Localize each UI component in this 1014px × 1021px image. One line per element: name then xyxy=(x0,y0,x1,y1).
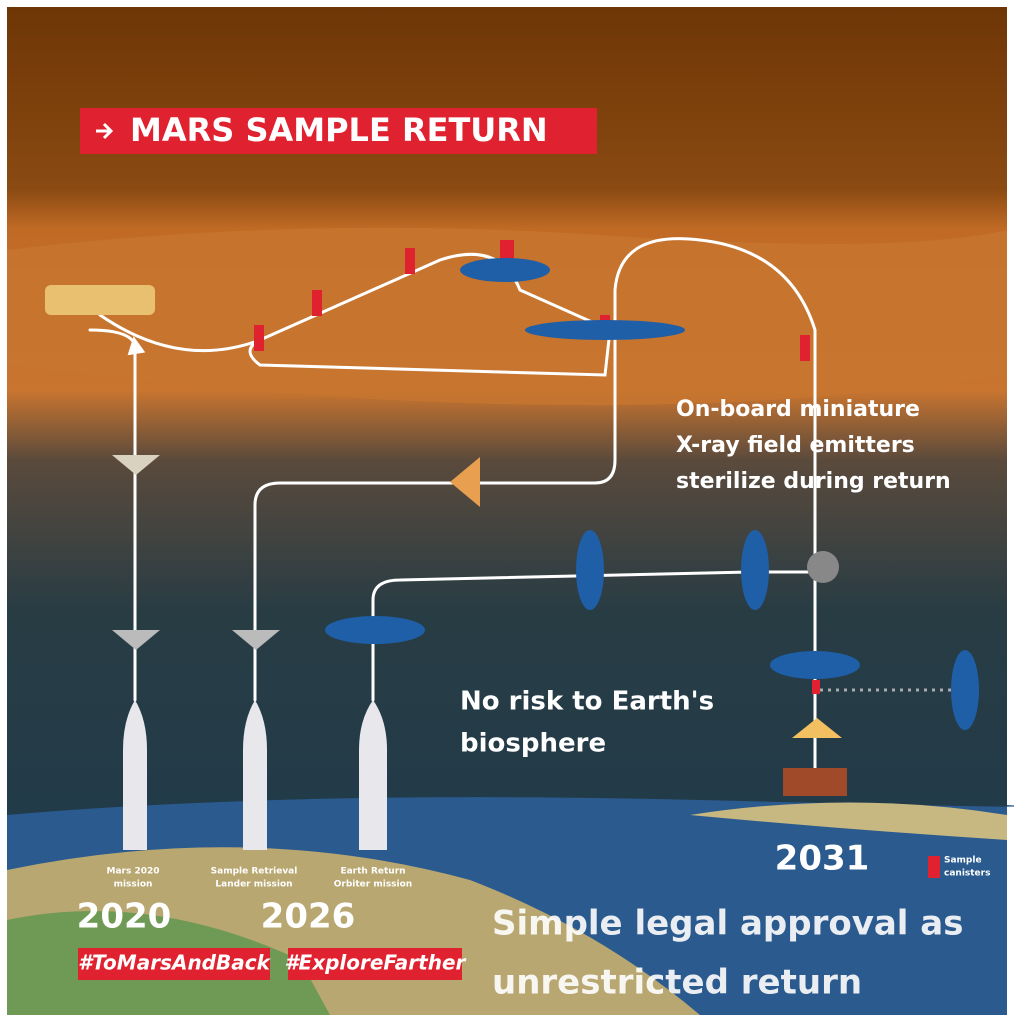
legend-label: Sample xyxy=(944,856,982,866)
annotation: Simple legal approval as xyxy=(492,904,963,944)
annotation: X-ray field emitters xyxy=(676,433,915,458)
hashtag: #ExploreFarther xyxy=(285,951,467,975)
mission-label: Sample Retrieval xyxy=(211,867,298,877)
title: MARS SAMPLE RETURN xyxy=(130,111,548,149)
annotation: biosphere xyxy=(460,729,606,759)
mission-label: Lander mission xyxy=(215,880,292,890)
year: 2026 xyxy=(261,897,356,937)
annotation: No risk to Earth's xyxy=(460,687,714,717)
annotation: unrestricted return xyxy=(492,963,862,1003)
mission-label: mission xyxy=(114,880,153,890)
mission-label: Mars 2020 xyxy=(106,867,159,877)
year: 2031 xyxy=(775,839,870,879)
hashtag: #ToMarsAndBack xyxy=(78,951,272,975)
legend-icon xyxy=(928,856,940,878)
infographic: MARS SAMPLE RETURN On-board miniature xyxy=(0,0,1014,1021)
page: MARS SAMPLE RETURN On-board miniature xyxy=(0,0,1014,1021)
legend-label: canisters xyxy=(944,869,990,879)
mission-label: Orbiter mission xyxy=(334,880,412,890)
annotation: sterilize during return xyxy=(676,469,951,494)
mission-label: Earth Return xyxy=(340,867,405,877)
annotation: On-board miniature xyxy=(676,397,920,422)
year: 2020 xyxy=(77,897,172,937)
